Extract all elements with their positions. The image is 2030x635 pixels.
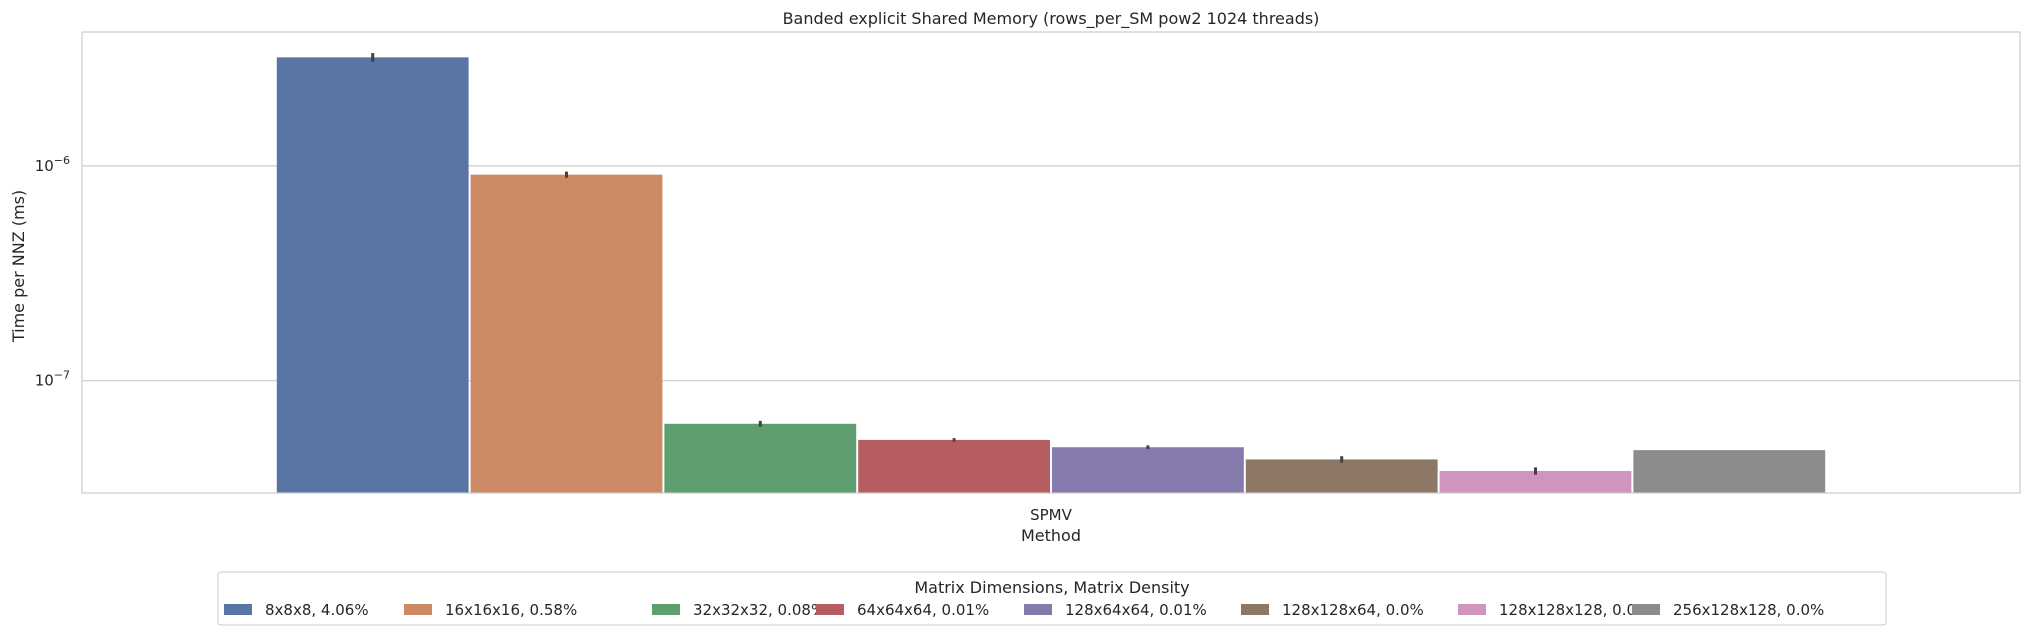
bar [664,423,857,493]
bar [1439,470,1632,493]
legend-title: Matrix Dimensions, Matrix Density [914,578,1189,597]
legend-label: 128x128x128, 0.0% [1499,601,1650,619]
legend-label: 256x128x128, 0.0% [1673,601,1824,619]
legend-label: 32x32x32, 0.08% [693,601,825,619]
x-axis-label: Method [1021,526,1081,545]
bar [1245,459,1438,493]
legend-swatch [816,604,844,615]
legend-swatch [1024,604,1052,615]
legend-label: 8x8x8, 4.06% [265,601,369,619]
chart-title: Banded explicit Shared Memory (rows_per_… [783,9,1320,29]
legend-swatch [404,604,432,615]
legend: Matrix Dimensions, Matrix Density 8x8x8,… [217,571,1887,626]
bar [858,439,1050,493]
legend-label: 128x64x64, 0.01% [1065,601,1207,619]
legend-swatch [652,604,680,615]
legend-label: 16x16x16, 0.58% [445,601,577,619]
plot-area: 10−7 10−6 SPMV [35,31,2021,524]
bar [276,57,469,493]
x-tick-label: SPMV [1030,506,1073,524]
bar [1052,447,1244,493]
legend-swatch [224,604,252,615]
plot-frame [81,31,2021,494]
y-axis-label: Time per NNZ (ms) [9,190,28,343]
bar [470,174,663,493]
legend-swatch [1458,604,1486,615]
legend-swatch [1632,604,1660,615]
legend-swatch [1241,604,1269,615]
legend-label: 64x64x64, 0.01% [857,601,989,619]
legend-label: 128x128x64, 0.0% [1282,601,1424,619]
y-tick-label: 10−7 [35,369,70,390]
bar [1633,450,1826,493]
y-tick-label: 10−6 [35,154,70,175]
